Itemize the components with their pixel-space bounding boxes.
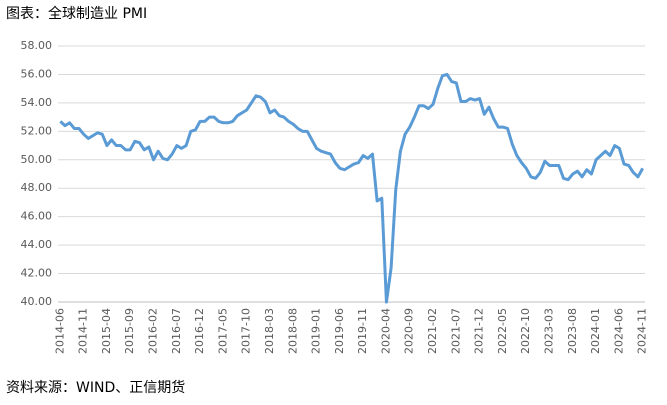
x-tick-label: 2015-04 [100,308,113,354]
x-tick-label: 2022-05 [496,308,509,354]
x-tick-label: 2018-08 [286,308,299,354]
x-tick-label: 2017-05 [216,308,229,354]
x-tick-label: 2020-04 [379,308,392,354]
x-tick-label: 2018-03 [263,308,276,354]
x-tick-label: 2014-06 [53,308,66,354]
x-tick-label: 2023-03 [542,308,555,354]
x-tick-label: 2023-08 [566,308,579,354]
x-tick-label: 2016-02 [147,308,160,354]
pmi-line [59,72,644,304]
x-tick-label: 2021-02 [426,308,439,354]
x-tick-label: 2016-12 [193,308,206,354]
x-tick-label: 2019-01 [310,308,323,354]
y-tick-label: 54.00 [21,96,53,109]
x-tick-label: 2024-01 [589,308,602,354]
source-note: 资料来源：WIND、正信期货 [6,379,185,396]
x-tick-label: 2014-11 [77,308,90,354]
x-tick-label: 2017-10 [240,308,253,354]
y-tick-label: 42.00 [21,267,53,280]
y-tick-label: 56.00 [21,67,53,80]
x-tick-label: 2019-11 [356,308,369,354]
chart-title: 图表：全球制造业 PMI [6,5,147,22]
y-tick-label: 50.00 [21,153,53,166]
y-tick-label: 48.00 [21,181,53,194]
x-tick-label: 2024-06 [612,308,625,354]
y-tick-label: 52.00 [21,124,53,137]
x-tick-label: 2016-07 [170,308,183,354]
x-tick-label: 2021-07 [449,308,462,354]
y-tick-label: 44.00 [21,238,53,251]
x-tick-label: 2024-11 [636,308,649,354]
y-tick-label: 40.00 [21,295,53,308]
x-tick-label: 2021-12 [473,308,486,354]
x-tick-label: 2020-09 [403,308,416,354]
x-tick-label: 2022-10 [519,308,532,354]
y-tick-label: 58.00 [21,39,53,52]
y-tick-label: 46.00 [21,210,53,223]
x-tick-label: 2019-06 [333,308,346,354]
x-tick-label: 2015-09 [123,308,136,354]
